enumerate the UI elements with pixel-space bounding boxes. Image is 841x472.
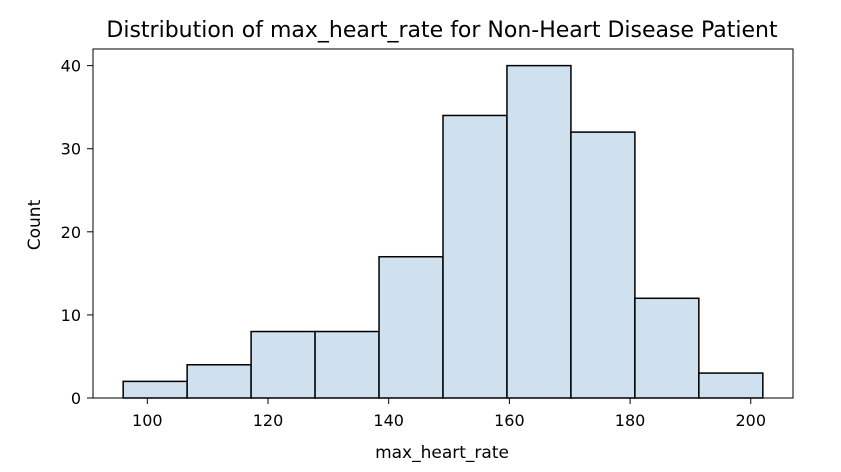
x-tick-label: 180 — [615, 411, 646, 430]
x-axis-label: max_heart_rate — [375, 443, 509, 463]
histogram-bar — [186, 364, 252, 399]
y-tick-label: 40 — [61, 57, 81, 76]
y-tick-label: 0 — [71, 389, 81, 408]
chart-title: Distribution of max_heart_rate for Non-H… — [106, 18, 778, 43]
x-tick-label: 160 — [494, 411, 525, 430]
histogram-bar — [250, 330, 316, 399]
histogram-bar — [506, 64, 572, 399]
x-tick-label: 140 — [373, 411, 404, 430]
histogram-bar — [122, 380, 188, 399]
x-tick-label: 100 — [132, 411, 163, 430]
plot-frame — [92, 48, 794, 399]
y-axis-ticks: 0 10 20 30 40 — [61, 57, 93, 408]
histogram-bar — [378, 255, 444, 399]
y-tick-label: 20 — [61, 223, 81, 242]
histogram-bar — [570, 131, 636, 399]
histogram-bar — [442, 114, 508, 399]
histogram-bar — [698, 372, 764, 399]
x-axis-ticks: 100 120 140 160 180 200 — [132, 398, 766, 430]
histogram-bars — [122, 64, 764, 399]
histogram-bar — [634, 297, 700, 399]
y-tick-label: 10 — [61, 306, 81, 325]
y-axis-label: Count — [25, 199, 45, 250]
x-tick-label: 120 — [253, 411, 284, 430]
x-tick-label: 200 — [735, 411, 766, 430]
y-tick-label: 30 — [61, 140, 81, 159]
histogram-bar — [314, 330, 380, 399]
